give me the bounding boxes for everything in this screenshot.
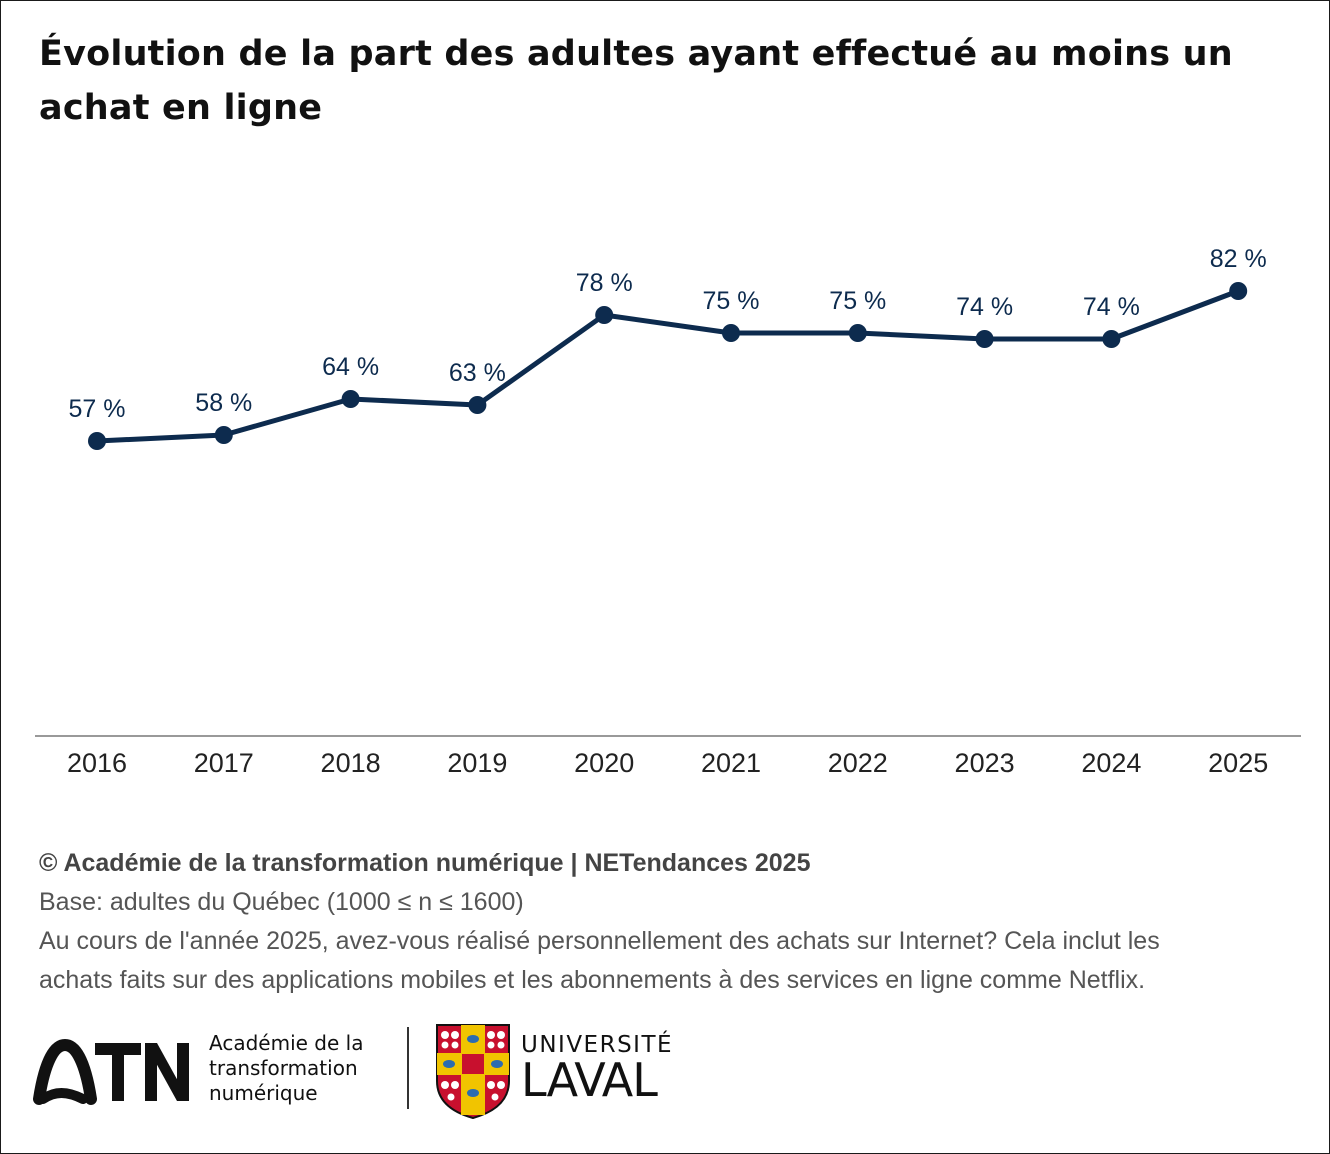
- data-point-2025: [1229, 282, 1248, 300]
- series-line: [96, 288, 1240, 444]
- data-label-2020: 78 %: [576, 269, 633, 297]
- line-chart: 57 % 58 % 64 % 63 % 78 % 75 % 75 % 74 % 74 % 82 %…: [35, 245, 1301, 778]
- data-label-2016: 57 %: [69, 395, 126, 423]
- logo-bar: Académie de la transformation numérique: [31, 1023, 711, 1123]
- data-point-2016: [88, 432, 106, 450]
- data-label-2025: 82 %: [1210, 245, 1267, 273]
- data-label-2022: 75 %: [829, 287, 886, 315]
- data-point-2018: [341, 390, 360, 408]
- x-tick-label-2017: 2017: [194, 748, 254, 778]
- data-label-2021: 75 %: [703, 287, 760, 315]
- chart-title: Évolution de la part des adultes ayant e…: [39, 34, 1233, 128]
- data-point-2021: [722, 324, 740, 342]
- data-label-2024: 74 %: [1083, 293, 1140, 321]
- data-label-2018: 64 %: [322, 353, 379, 381]
- question-note-line-2: achats faits sur des applications mobile…: [39, 966, 1146, 994]
- x-tick-label-2020: 2020: [574, 748, 634, 778]
- x-tick-label-2024: 2024: [1081, 748, 1141, 778]
- source-note: © Académie de la transformation numériqu…: [39, 849, 811, 877]
- x-tick-label-2019: 2019: [447, 748, 507, 778]
- question-note-line-1: Au cours de l'année 2025, avez-vous réal…: [39, 927, 1160, 955]
- x-tick-label-2016: 2016: [67, 748, 127, 778]
- base-note: Base: adultes du Québec (1000 ≤ n ≤ 1600…: [39, 888, 524, 916]
- chart-footer: © Académie de la transformation numériqu…: [39, 844, 1299, 1000]
- data-label-2023: 74 %: [956, 293, 1013, 321]
- data-point-2023: [975, 330, 994, 348]
- data-point-2017: [214, 426, 233, 444]
- x-tick-label-2021: 2021: [701, 748, 761, 778]
- x-tick-label-2025: 2025: [1208, 748, 1268, 778]
- data-point-2020: [595, 306, 614, 324]
- laval-crest-icon: [436, 1024, 510, 1119]
- data-label-2017: 58 %: [195, 389, 252, 417]
- x-tick-label-2018: 2018: [321, 748, 381, 778]
- data-point-2019: [468, 396, 487, 414]
- data-point-2024: [1102, 330, 1121, 348]
- x-tick-label-2023: 2023: [955, 748, 1015, 778]
- atn-logo: [33, 1038, 189, 1105]
- logo-divider: [407, 1027, 409, 1109]
- data-point-2022: [848, 324, 867, 342]
- atn-wordmark: Académie de la transformation numérique: [209, 1031, 364, 1105]
- x-tick-label-2022: 2022: [828, 748, 888, 778]
- data-label-2019: 63 %: [449, 359, 506, 387]
- laval-wordmark: UNIVERSITÉ LAVAL: [521, 1032, 674, 1107]
